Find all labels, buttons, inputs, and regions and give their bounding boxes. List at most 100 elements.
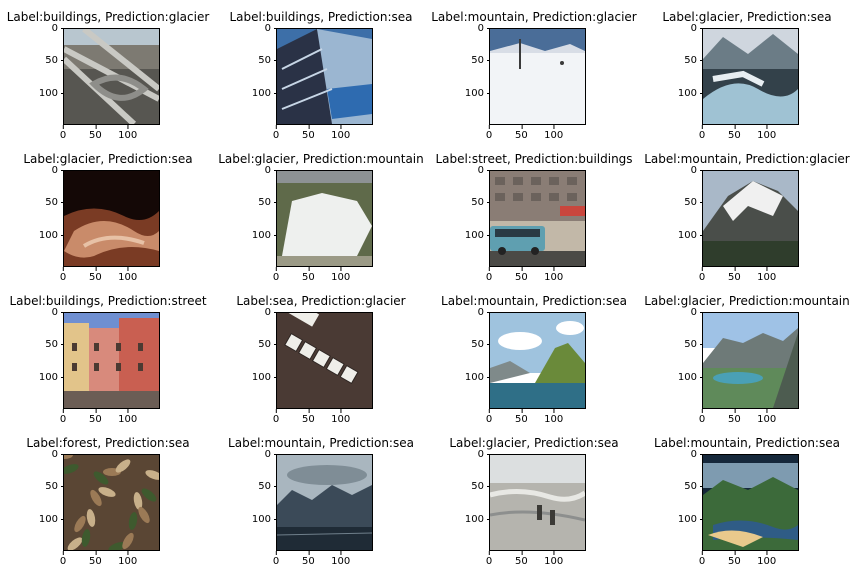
panel: Label:glacier, Prediction:sea 0 50 100 0 50 1… — [426, 426, 642, 570]
x-tick-label: 50 — [514, 551, 528, 567]
panel-title: Label:mountain, Prediction:sea — [654, 436, 840, 450]
panel: Label:mountain, Prediction:glacier 0 50 10… — [426, 0, 642, 144]
x-tick-label: 0 — [485, 267, 493, 283]
x-tick-label: 50 — [727, 267, 741, 283]
x-tick-label: 0 — [698, 409, 706, 425]
panel: Label:forest, Prediction:sea 0 50 100 0 50 100 — [0, 426, 216, 570]
y-tick-label: 100 — [677, 229, 704, 241]
x-tick-label: 100 — [757, 409, 777, 425]
x-tick-label: 50 — [301, 551, 315, 567]
x-tick-label: 0 — [272, 409, 280, 425]
x-tick-label: 0 — [59, 551, 67, 567]
y-tick-label: 100 — [464, 371, 491, 383]
panel-title: Label:mountain, Prediction:sea — [228, 436, 414, 450]
x-tick-label: 0 — [485, 551, 493, 567]
y-tick-label: 0 — [264, 307, 278, 318]
x-tick-label: 0 — [485, 409, 493, 425]
panel: Label:mountain, Prediction:sea 0 50 100 0 50… — [213, 426, 429, 570]
y-tick-label: 0 — [690, 307, 704, 318]
panel: Label:buildings, Prediction:sea 0 50 100 0 5… — [213, 0, 429, 144]
y-tick-label: 50 — [684, 481, 703, 493]
panel: Label:mountain, Prediction:glacier 0 50 10… — [639, 142, 855, 286]
y-tick-label: 100 — [677, 87, 704, 99]
y-tick-label: 50 — [471, 55, 490, 67]
x-tick-label: 50 — [514, 125, 528, 141]
x-tick-label: 100 — [544, 267, 564, 283]
panel-image — [702, 28, 799, 125]
y-tick-label: 50 — [45, 55, 64, 67]
panel-title: Label:street, Prediction:buildings — [435, 152, 633, 166]
y-tick-label: 100 — [677, 513, 704, 525]
x-tick-label: 50 — [514, 267, 528, 283]
x-tick-label: 100 — [118, 125, 138, 141]
panel-image — [702, 312, 799, 409]
y-tick-label: 0 — [51, 23, 65, 34]
panel: Label:mountain, Prediction:sea 0 50 100 0 50… — [426, 284, 642, 428]
x-tick-label: 50 — [727, 409, 741, 425]
panel: Label:sea, Prediction:glacier 0 50 100 0 50 1… — [213, 284, 429, 428]
panel-image — [489, 454, 586, 551]
y-tick-label: 50 — [45, 339, 64, 351]
panel-title: Label:buildings, Prediction:glacier — [6, 10, 210, 24]
x-tick-label: 100 — [757, 551, 777, 567]
panel-image — [276, 312, 373, 409]
panel-title: Label:buildings, Prediction:street — [9, 294, 207, 308]
panel-image — [276, 454, 373, 551]
y-tick-label: 50 — [258, 197, 277, 209]
panel: Label:street, Prediction:buildings 0 50 10… — [426, 142, 642, 286]
x-tick-label: 0 — [59, 125, 67, 141]
x-tick-label: 100 — [757, 125, 777, 141]
x-tick-label: 0 — [272, 125, 280, 141]
y-tick-label: 50 — [471, 197, 490, 209]
x-tick-label: 50 — [514, 409, 528, 425]
panel-title: Label:mountain, Prediction:glacier — [644, 152, 850, 166]
panel-image — [63, 170, 160, 267]
panel-image — [63, 454, 160, 551]
y-tick-label: 100 — [38, 87, 65, 99]
y-tick-label: 100 — [38, 513, 65, 525]
panel: Label:buildings, Prediction:street 0 50 10… — [0, 284, 216, 428]
y-tick-label: 0 — [264, 449, 278, 460]
panel-image — [63, 312, 160, 409]
x-tick-label: 0 — [698, 267, 706, 283]
x-tick-label: 0 — [698, 125, 706, 141]
y-tick-label: 50 — [45, 197, 64, 209]
x-tick-label: 100 — [544, 551, 564, 567]
panel-title: Label:glacier, Prediction:sea — [23, 152, 193, 166]
panel-image — [63, 28, 160, 125]
panel-image — [489, 312, 586, 409]
x-tick-label: 0 — [698, 551, 706, 567]
y-tick-label: 100 — [464, 87, 491, 99]
panel: Label:buildings, Prediction:glacier 0 50 1… — [0, 0, 216, 144]
y-tick-label: 0 — [690, 449, 704, 460]
y-tick-label: 50 — [684, 197, 703, 209]
panel-image — [276, 170, 373, 267]
panel-image — [276, 28, 373, 125]
x-tick-label: 0 — [272, 267, 280, 283]
panel: Label:glacier, Prediction:mountain 0 50 10… — [639, 284, 855, 428]
panel-image — [489, 28, 586, 125]
panel-image — [702, 170, 799, 267]
panel: Label:glacier, Prediction:sea 0 50 100 0 50 1… — [0, 142, 216, 286]
panel-title: Label:buildings, Prediction:sea — [229, 10, 413, 24]
panel: Label:mountain, Prediction:sea 0 50 100 0 50… — [639, 426, 855, 570]
panel-title: Label:sea, Prediction:glacier — [236, 294, 406, 308]
y-tick-label: 0 — [477, 165, 491, 176]
x-tick-label: 0 — [59, 409, 67, 425]
x-tick-label: 100 — [331, 267, 351, 283]
y-tick-label: 0 — [690, 165, 704, 176]
y-tick-label: 100 — [677, 371, 704, 383]
x-tick-label: 50 — [301, 409, 315, 425]
x-tick-label: 100 — [757, 267, 777, 283]
y-tick-label: 100 — [251, 229, 278, 241]
x-tick-label: 100 — [118, 551, 138, 567]
y-tick-label: 0 — [477, 307, 491, 318]
y-tick-label: 100 — [251, 87, 278, 99]
y-tick-label: 0 — [51, 449, 65, 460]
y-tick-label: 100 — [464, 229, 491, 241]
y-tick-label: 0 — [690, 23, 704, 34]
x-tick-label: 0 — [272, 551, 280, 567]
y-tick-label: 100 — [251, 371, 278, 383]
y-tick-label: 50 — [471, 339, 490, 351]
